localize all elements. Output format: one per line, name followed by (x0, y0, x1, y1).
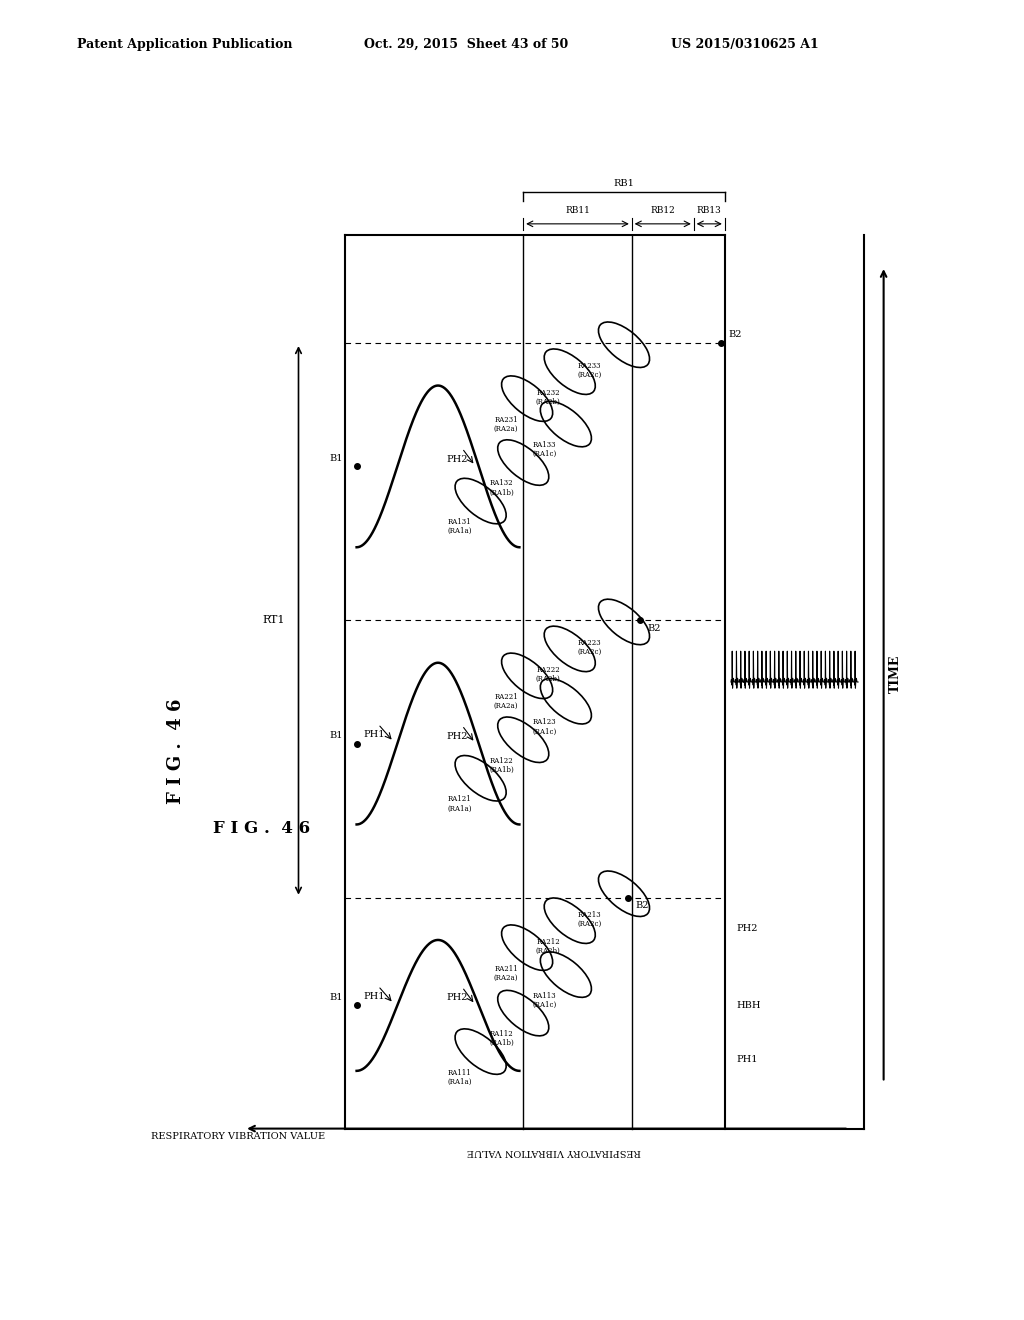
Text: B1: B1 (329, 454, 343, 462)
Text: RA212
(RA2b): RA212 (RA2b) (536, 937, 560, 954)
Text: RA233
(RA2c): RA233 (RA2c) (577, 362, 601, 379)
Text: US 2015/0310625 A1: US 2015/0310625 A1 (671, 37, 818, 50)
Text: B2: B2 (729, 330, 742, 339)
Text: RA222
(RA2b): RA222 (RA2b) (536, 665, 560, 682)
Text: PH2: PH2 (446, 731, 468, 741)
Text: RA132
(RA1b): RA132 (RA1b) (489, 479, 514, 496)
Text: PH1: PH1 (736, 1055, 758, 1064)
Text: RA221
(RA2a): RA221 (RA2a) (494, 693, 518, 710)
Text: RA223
(RA2c): RA223 (RA2c) (577, 639, 601, 656)
Text: RA122
(RA1b): RA122 (RA1b) (489, 756, 514, 774)
Text: B2: B2 (636, 902, 649, 911)
Text: RT1: RT1 (262, 615, 285, 626)
Text: PH1: PH1 (364, 730, 385, 739)
Text: B1: B1 (329, 993, 343, 1002)
Text: TIME: TIME (889, 655, 902, 693)
Text: RA111
(RA1a): RA111 (RA1a) (447, 1069, 472, 1086)
Text: RESPIRATORY VIBRATION VALUE: RESPIRATORY VIBRATION VALUE (467, 1147, 641, 1156)
Text: PH1: PH1 (364, 993, 385, 1002)
Text: RB12: RB12 (650, 206, 675, 215)
Text: RA231
(RA2a): RA231 (RA2a) (494, 416, 518, 433)
Text: RB13: RB13 (697, 206, 722, 215)
Text: RA211
(RA2a): RA211 (RA2a) (494, 965, 518, 982)
Text: PH2: PH2 (446, 994, 468, 1002)
Text: Patent Application Publication: Patent Application Publication (77, 37, 292, 50)
Text: RA232
(RA2b): RA232 (RA2b) (536, 388, 560, 405)
Text: F I G .  4 6: F I G . 4 6 (167, 698, 184, 804)
Text: PH2: PH2 (446, 454, 468, 463)
Text: RA133
(RA1c): RA133 (RA1c) (532, 441, 556, 458)
Text: HBH: HBH (736, 1001, 761, 1010)
Text: RA112
(RA1b): RA112 (RA1b) (489, 1030, 514, 1047)
Text: RESPIRATORY VIBRATION VALUE: RESPIRATORY VIBRATION VALUE (152, 1131, 326, 1140)
Text: RA113
(RA1c): RA113 (RA1c) (532, 991, 556, 1008)
Text: RB1: RB1 (613, 178, 635, 187)
Text: RA123
(RA1c): RA123 (RA1c) (532, 718, 556, 735)
Text: B2: B2 (647, 624, 660, 634)
Text: PH2: PH2 (736, 924, 758, 933)
Text: RA213
(RA2c): RA213 (RA2c) (577, 911, 601, 928)
Text: Oct. 29, 2015  Sheet 43 of 50: Oct. 29, 2015 Sheet 43 of 50 (364, 37, 567, 50)
Text: RB11: RB11 (565, 206, 590, 215)
Text: B1: B1 (329, 731, 343, 739)
Text: RA131
(RA1a): RA131 (RA1a) (447, 517, 472, 535)
Text: RA121
(RA1a): RA121 (RA1a) (447, 795, 472, 812)
Text: F I G .  4 6: F I G . 4 6 (213, 820, 310, 837)
